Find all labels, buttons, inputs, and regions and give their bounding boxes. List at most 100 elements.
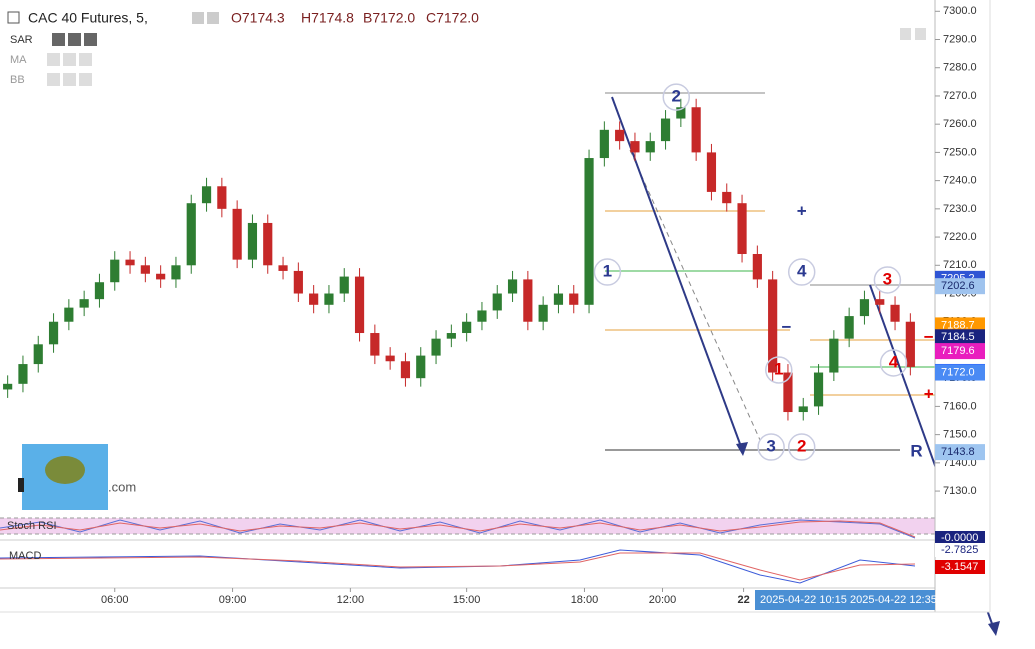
- price-tag-label: 7188.7: [941, 319, 975, 331]
- candle-body: [3, 383, 13, 390]
- candle-body: [263, 222, 273, 266]
- icon[interactable]: [79, 73, 92, 86]
- arrow-head: [736, 442, 748, 456]
- pane-tag-label: -0.0000: [941, 532, 978, 544]
- candle-body: [630, 141, 640, 153]
- candle-body: [431, 338, 441, 356]
- indicator-label[interactable]: MA: [10, 54, 27, 66]
- ohlc-label: H7174.8: [301, 10, 354, 26]
- candle-body: [584, 158, 594, 305]
- wave-marker: [873, 266, 902, 294]
- x-tick-label: 20:00: [649, 594, 677, 606]
- candle-body: [859, 299, 870, 317]
- candle-body: [768, 279, 778, 373]
- y-tick-label: 7160.0: [943, 400, 977, 412]
- wave-marker: [593, 258, 622, 286]
- candle-body: [339, 276, 349, 294]
- y-tick-label: 7240.0: [943, 175, 977, 187]
- wave-label: −: [781, 317, 791, 336]
- candle-body: [201, 186, 212, 204]
- candle-body: [798, 406, 808, 413]
- candle-body: [186, 203, 196, 266]
- price-tag: [935, 329, 985, 346]
- candle-body: [125, 259, 135, 266]
- candle-body: [64, 307, 74, 322]
- y-tick-label: 7130.0: [943, 485, 977, 497]
- candle-body: [706, 152, 717, 192]
- candle-body: [905, 321, 915, 367]
- candle-body: [462, 321, 472, 334]
- candle-body: [370, 333, 380, 356]
- icon[interactable]: [52, 33, 65, 46]
- chart-title: CAC 40 Futures, 5,: [28, 10, 148, 26]
- icon[interactable]: [63, 53, 76, 66]
- wave-marker: [879, 349, 908, 377]
- candle-body: [523, 279, 533, 322]
- logo-figure: [45, 456, 85, 484]
- wave-marker: [787, 258, 816, 286]
- candle-body: [79, 299, 89, 308]
- candle-body: [140, 265, 150, 274]
- candle-body: [309, 293, 319, 305]
- icon[interactable]: [207, 12, 219, 24]
- candle-body: [48, 321, 59, 345]
- candle-body: [33, 344, 43, 365]
- icon[interactable]: [47, 73, 60, 86]
- wave-label: 3: [766, 437, 775, 456]
- icon[interactable]: [79, 53, 92, 66]
- date-box: [755, 590, 935, 610]
- header-icons: [192, 12, 219, 24]
- y-tick-label: 7270.0: [943, 90, 977, 102]
- candle-body: [416, 355, 426, 379]
- icon[interactable]: [915, 28, 926, 40]
- candle-body: [660, 118, 671, 142]
- watermark: .com: [108, 479, 136, 494]
- candle-body: [813, 372, 824, 407]
- stoch-signal: [0, 520, 916, 538]
- wave-marker: [662, 83, 691, 111]
- candle-body: [645, 141, 655, 153]
- icon[interactable]: [900, 28, 911, 40]
- candle-body: [293, 270, 303, 294]
- icon[interactable]: [47, 53, 60, 66]
- pane-tag: [935, 560, 985, 574]
- indicator-label[interactable]: BB: [10, 74, 25, 86]
- x-tick-label: 15:00: [453, 594, 481, 606]
- candle-body: [278, 265, 288, 271]
- candle-body: [722, 191, 732, 204]
- icon[interactable]: [84, 33, 97, 46]
- y-tick-label: 7150.0: [943, 429, 977, 441]
- candle-body: [110, 259, 120, 283]
- wave-label: 2: [797, 437, 806, 456]
- price-tag-label: 7184.5: [941, 331, 975, 343]
- candle-body: [217, 186, 227, 209]
- icon[interactable]: [63, 73, 76, 86]
- indicator-label[interactable]: SAR: [10, 34, 33, 46]
- candle-body: [737, 203, 747, 254]
- candle-body: [538, 304, 548, 322]
- price-tag-label: 7143.8: [941, 446, 975, 458]
- pane-tag-label: -3.1547: [941, 561, 978, 573]
- macd-line: [0, 549, 916, 584]
- price-tag-label: 7202.6: [941, 280, 975, 292]
- candle-body: [569, 293, 579, 305]
- candle-body: [171, 265, 181, 280]
- candle-body: [477, 310, 487, 322]
- candle-body: [783, 372, 793, 413]
- candle-body: [599, 129, 609, 159]
- candle-body: [247, 222, 258, 260]
- x-tick-label: 12:00: [337, 594, 365, 606]
- collapse-icon[interactable]: [7, 11, 20, 24]
- icon[interactable]: [192, 12, 204, 24]
- date-label: 2025-04-22 12:35: [850, 594, 937, 606]
- icon[interactable]: [68, 33, 81, 46]
- price-tag: [935, 278, 985, 295]
- axes: 7130.07140.07150.07160.07170.07180.07190…: [101, 5, 985, 606]
- price-tag: [935, 343, 985, 360]
- pane-label: MACD: [9, 550, 41, 562]
- y-tick-label: 7260.0: [943, 118, 977, 130]
- wave-label: 4: [889, 352, 899, 371]
- wave-label: 3: [883, 269, 892, 288]
